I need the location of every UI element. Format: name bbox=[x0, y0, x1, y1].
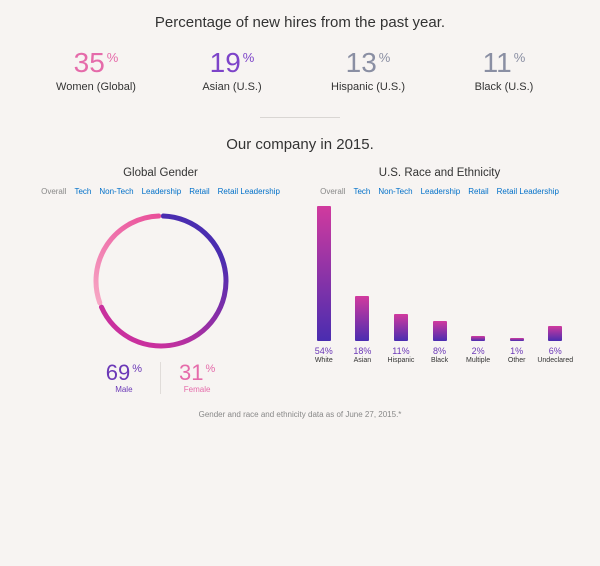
donut-chart-area bbox=[26, 206, 295, 356]
bar-value: 54% bbox=[315, 346, 333, 356]
donut-segment-female bbox=[96, 216, 159, 303]
gender-value-male: 69%Male bbox=[88, 362, 160, 394]
bar-label: White bbox=[315, 357, 333, 364]
gender-tabs: Overall Tech Non-Tech Leadership Retail Retai… bbox=[26, 187, 295, 196]
bar-value: 11% bbox=[392, 346, 409, 356]
hire-label: Asian (U.S.) bbox=[164, 81, 300, 93]
bar-col: 11%Hispanic bbox=[384, 314, 418, 365]
tab-retail-leadership[interactable]: Retail Leadership bbox=[497, 187, 559, 196]
donut-segment-male bbox=[101, 216, 226, 346]
gender-value-female: 31%Female bbox=[160, 362, 233, 394]
bar-value: 8% bbox=[433, 346, 446, 356]
bar-col: 8%Black bbox=[423, 321, 457, 364]
bar-label: Black bbox=[431, 357, 448, 364]
bar-label: Asian bbox=[354, 357, 372, 364]
bar-value: 6% bbox=[549, 346, 562, 356]
bar-col: 2%Multiple bbox=[461, 336, 495, 364]
ethnicity-title: U.S. Race and Ethnicity bbox=[305, 167, 574, 179]
tab-leadership[interactable]: Leadership bbox=[421, 187, 461, 196]
subtitle: Our company in 2015. bbox=[24, 136, 576, 153]
gender-title: Global Gender bbox=[26, 167, 295, 179]
tab-leadership[interactable]: Leadership bbox=[142, 187, 182, 196]
bar bbox=[433, 321, 447, 341]
gender-number: 69% bbox=[106, 362, 142, 384]
bar-label: Other bbox=[508, 357, 526, 364]
hire-value: 35% bbox=[28, 49, 164, 77]
bar-label: Multiple bbox=[466, 357, 490, 364]
tab-retail[interactable]: Retail bbox=[468, 187, 488, 196]
bar bbox=[317, 206, 331, 341]
bar bbox=[471, 336, 485, 341]
hire-value: 19% bbox=[164, 49, 300, 77]
section-divider bbox=[260, 117, 340, 118]
hire-stat: 13% Hispanic (U.S.) bbox=[300, 49, 436, 93]
bar-col: 1%Other bbox=[500, 338, 534, 364]
hire-value: 11% bbox=[436, 49, 572, 77]
bar-label: Undeclared bbox=[537, 357, 573, 364]
hire-value: 13% bbox=[300, 49, 436, 77]
tab-non-tech[interactable]: Non-Tech bbox=[99, 187, 133, 196]
bar-value: 2% bbox=[472, 346, 485, 356]
bar-label: Hispanic bbox=[388, 357, 415, 364]
tab-tech[interactable]: Tech bbox=[74, 187, 91, 196]
gender-values: 69%Male31%Female bbox=[26, 362, 295, 394]
footnote: Gender and race and ethnicity data as of… bbox=[24, 410, 576, 419]
tab-overall[interactable]: Overall bbox=[41, 187, 66, 196]
donut-chart bbox=[86, 206, 236, 356]
bar bbox=[510, 338, 524, 341]
gender-number: 31% bbox=[179, 362, 215, 384]
bar-col: 18%Asian bbox=[346, 296, 380, 364]
gender-label: Male bbox=[106, 385, 142, 394]
bar-value: 1% bbox=[510, 346, 523, 356]
hires-title: Percentage of new hires from the past ye… bbox=[24, 14, 576, 31]
bar-col: 54%White bbox=[307, 206, 341, 364]
bar bbox=[548, 326, 562, 341]
bar bbox=[394, 314, 408, 342]
gender-label: Female bbox=[179, 385, 215, 394]
bar-chart: 54%White18%Asian11%Hispanic8%Black2%Mult… bbox=[305, 206, 574, 364]
bar-col: 6%Undeclared bbox=[538, 326, 572, 364]
tab-retail-leadership[interactable]: Retail Leadership bbox=[218, 187, 280, 196]
bar bbox=[355, 296, 369, 341]
tab-retail[interactable]: Retail bbox=[189, 187, 209, 196]
tab-non-tech[interactable]: Non-Tech bbox=[378, 187, 412, 196]
hires-row: 35% Women (Global)19% Asian (U.S.)13% Hispa… bbox=[24, 49, 576, 93]
ethnicity-panel: U.S. Race and Ethnicity Overall Tech Non-T… bbox=[305, 167, 574, 394]
hire-stat: 19% Asian (U.S.) bbox=[164, 49, 300, 93]
tab-tech[interactable]: Tech bbox=[353, 187, 370, 196]
ethnicity-tabs: Overall Tech Non-Tech Leadership Retail Retai… bbox=[305, 187, 574, 196]
hire-label: Black (U.S.) bbox=[436, 81, 572, 93]
gender-panel: Global Gender Overall Tech Non-Tech Leaders… bbox=[26, 167, 295, 394]
hire-label: Hispanic (U.S.) bbox=[300, 81, 436, 93]
hire-stat: 11% Black (U.S.) bbox=[436, 49, 572, 93]
hire-stat: 35% Women (Global) bbox=[28, 49, 164, 93]
hire-label: Women (Global) bbox=[28, 81, 164, 93]
bar-value: 18% bbox=[353, 346, 371, 356]
tab-overall[interactable]: Overall bbox=[320, 187, 345, 196]
